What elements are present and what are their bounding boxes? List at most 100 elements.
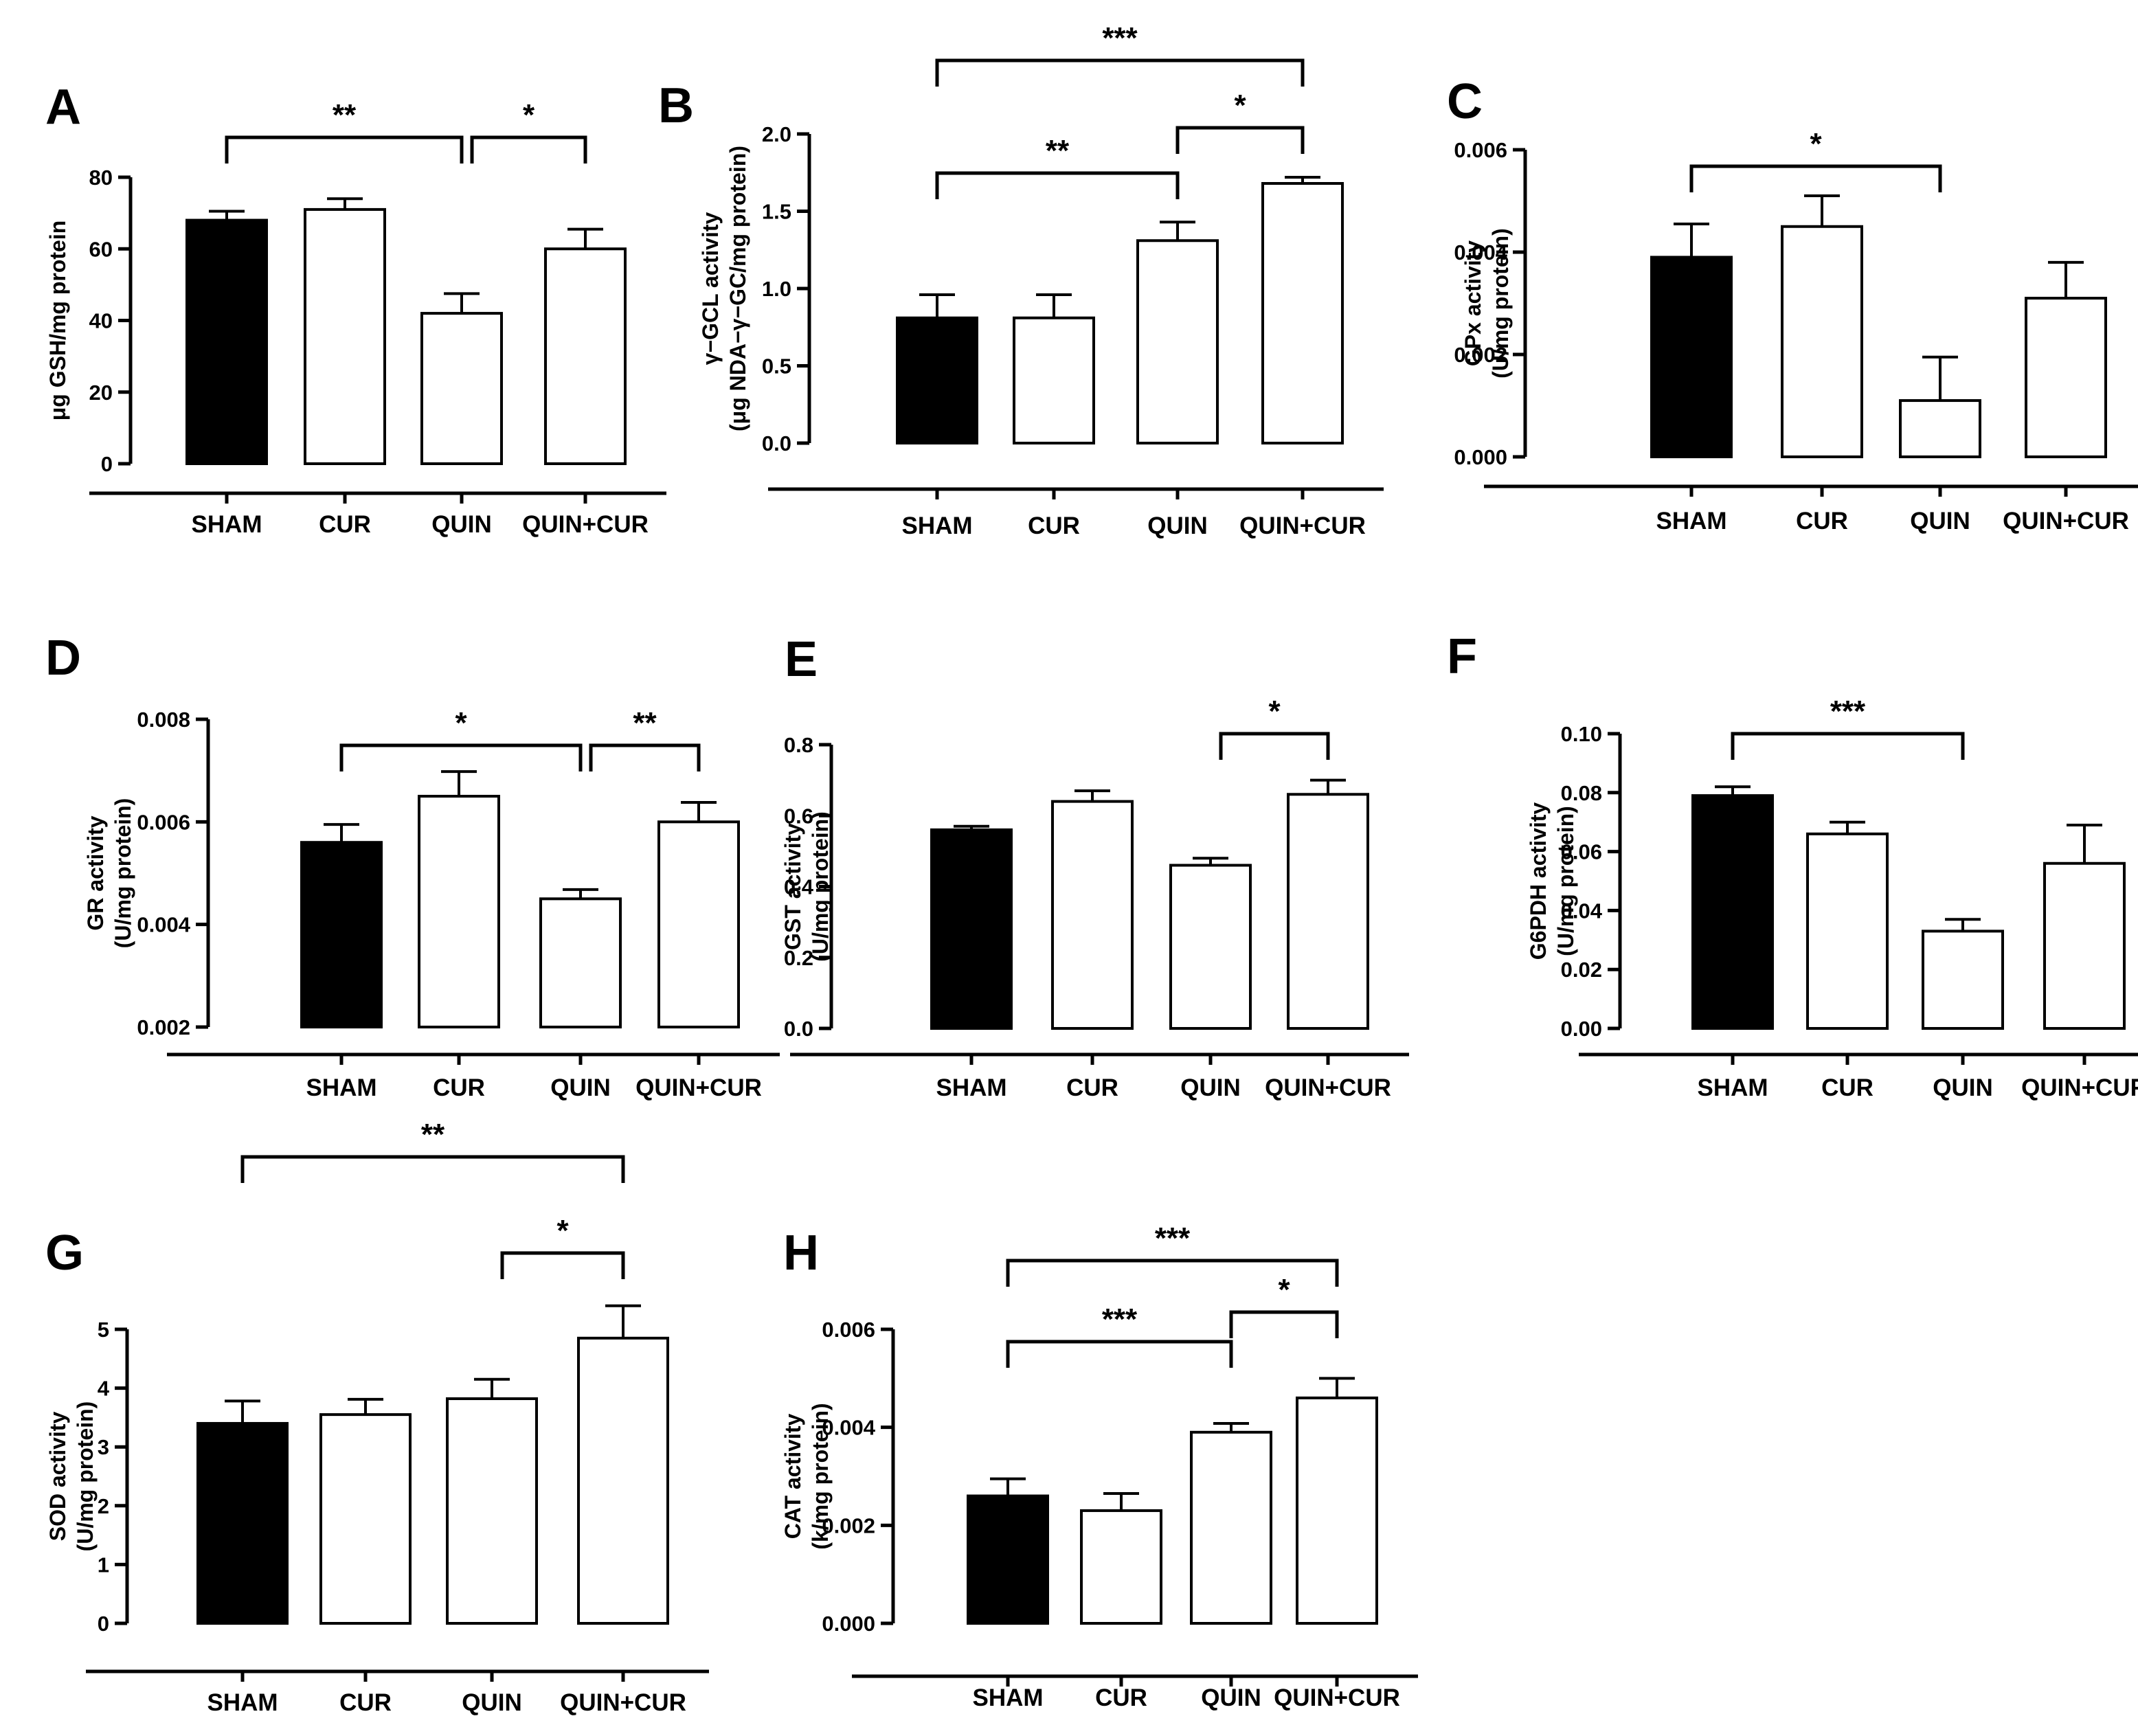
significance-bracket [225,135,464,164]
bar [420,312,503,466]
y-axis-label-line: SOD activity [45,1412,70,1542]
significance-bracket [1731,732,1965,760]
y-axis-label-line: (k/mg protein) [808,1403,833,1549]
y-axis-label-line: GPx activity [1461,240,1485,366]
y-axis-label-line: CAT activity [780,1414,805,1540]
y-tick-label: 0.06 [1561,840,1602,864]
y-axis-label-line: GR activity [83,815,108,930]
y-axis-label: GST activity (U/mg protein) [780,811,833,962]
category-label: SHAM [1697,1074,1768,1101]
y-tick-label: 20 [89,381,113,405]
panel-d: D 0.002 0.004 0.006 0.008 SHAM CUR QUIN QUIN+CUR… [45,631,780,1101]
bar [1899,399,1981,458]
category-label: CUR [319,511,371,538]
category-label: QUIN+CUR [2021,1074,2138,1101]
y-axis-label-line: γ−GCL activity [698,212,723,365]
y-tick-label: 40 [89,309,113,333]
panel-letter: G [45,1226,84,1281]
category-label: QUIN [431,511,492,538]
bar [1806,832,1889,1030]
panel-letter: A [45,80,81,135]
significance-label: * [455,706,467,740]
y-tick-label: 1.0 [762,277,791,301]
y-tick-label: 0.002 [822,1513,875,1537]
y-tick-label: 2.0 [762,122,791,146]
panel-c: C 0.000 0.002 0.004 0.006 SHAM CUR QUIN QUIN+CUR… [1447,74,2138,534]
y-tick-label: 0.00 [1561,1017,1602,1041]
bar [1296,1396,1378,1625]
panel-letter: E [785,632,818,687]
category-label: QUIN+CUR [1274,1684,1400,1711]
y-tick-label: 0.0 [762,431,791,455]
y-tick-label: 0.0 [784,1017,813,1041]
bar [1287,793,1369,1030]
panel-f: F 0.00 0.02 0.04 0.06 0.08 0.10 SHAM CUR QUIN QUIN… [1447,629,2138,1101]
y-axis-label-line: GST activity [780,823,805,950]
y-tick-label: 80 [89,166,113,190]
category-label: QUIN [462,1689,522,1716]
y-axis-label: μg GSH/mg protein [45,221,70,421]
y-tick-label: 0.10 [1561,722,1602,746]
bar [930,828,1013,1030]
significance-label: *** [1155,1221,1191,1255]
bar [304,207,386,465]
category-label: SHAM [901,512,972,539]
category-label: CUR [1066,1074,1118,1101]
significance-label: ** [633,706,657,740]
significance-bracket [1219,732,1330,760]
bar [1922,929,2004,1030]
significance-label: * [556,1214,569,1248]
category-label: QUIN [1910,508,1970,534]
panel-g: G 0 1 2 3 4 5 SHAM CUR QUIN QUIN+CUR SOD activity (U… [45,1118,709,1716]
y-tick-label: 0.000 [1454,445,1507,469]
bar [544,247,627,465]
bar [539,897,622,1029]
significance-bracket [240,1155,625,1183]
y-axis-label-line: (U/mg protein) [808,811,833,962]
panel-letter: B [658,78,694,133]
significance-bracket [935,171,1180,199]
y-axis-label: GPx activity (U/mg protein) [1461,228,1513,379]
y-tick-label: 0 [101,452,113,476]
panel-b: B 0.0 0.5 1.0 1.5 2.0 SHAM CUR QUIN QUIN+CUR γ−GCL… [658,21,1384,539]
significance-label: * [1234,89,1246,122]
panel-a: A 0 20 40 60 80 SHAM CUR QUIN QUIN+CUR μg GSH/mg p… [45,80,666,538]
bar [2025,297,2107,458]
y-tick-label: 0.004 [137,913,190,937]
y-tick-label: 0.006 [137,810,190,834]
bar [657,820,740,1029]
bar [2043,861,2126,1030]
significance-bracket [935,58,1305,87]
y-tick-label: 0.004 [822,1416,875,1440]
bar [319,1413,412,1625]
bar [418,795,500,1028]
bar [1650,256,1733,458]
significance-label: *** [1102,21,1138,55]
category-label: SHAM [1656,508,1726,534]
bar [185,218,268,465]
category-label: SHAM [306,1074,376,1101]
bar [577,1336,669,1625]
significance-bracket [339,743,583,771]
significance-label: *** [1102,1303,1138,1336]
category-label: CUR [1821,1074,1873,1101]
category-label: CUR [433,1074,485,1101]
y-axis-label-line: (U/mg protein) [1488,228,1513,379]
significance-bracket [589,743,701,771]
significance-bracket [1229,1310,1339,1338]
category-label: SHAM [936,1074,1006,1101]
y-axis-label-line: (μg NDA−γ−GC/mg protein) [725,146,750,431]
y-tick-label: 2 [98,1494,109,1518]
y-tick-label: 1.5 [762,200,791,224]
category-label: QUIN [1147,512,1208,539]
y-tick-label: 0.002 [137,1015,190,1039]
category-label: CUR [1796,508,1848,534]
category-label: QUIN [550,1074,611,1101]
bar [1190,1430,1272,1625]
category-label: QUIN+CUR [560,1689,686,1716]
bar [1781,225,1863,458]
panel-letter: C [1447,74,1483,129]
significance-label: * [1278,1273,1290,1307]
bar [300,841,383,1028]
